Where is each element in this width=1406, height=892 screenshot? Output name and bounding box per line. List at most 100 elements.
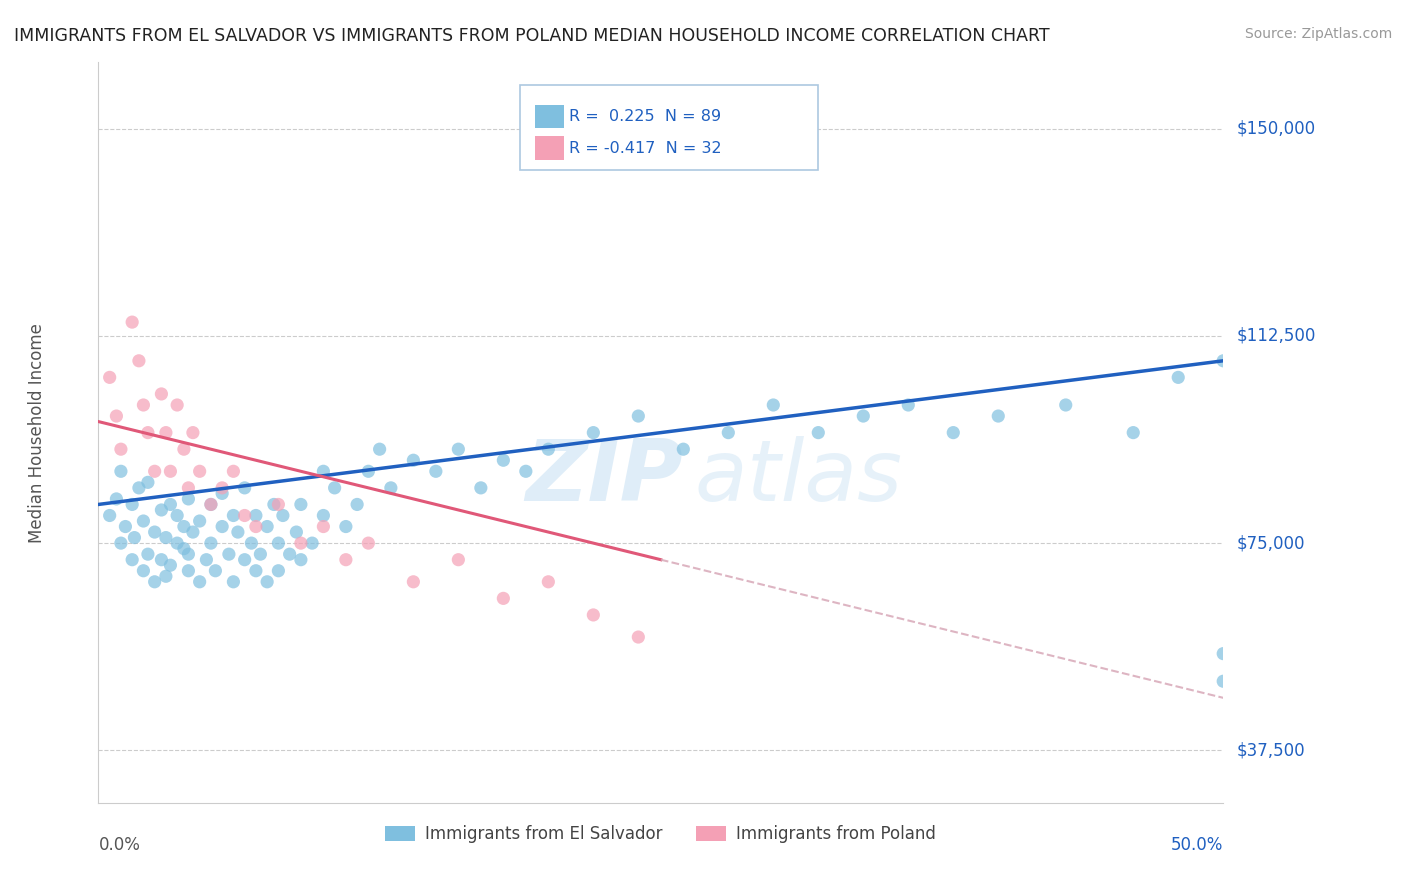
Point <box>136 547 159 561</box>
Point <box>672 442 695 457</box>
Point <box>447 552 470 566</box>
Point <box>447 442 470 457</box>
Point <box>159 558 181 573</box>
Point <box>245 508 267 523</box>
Point <box>200 498 222 512</box>
Point <box>159 498 181 512</box>
Point <box>1122 425 1144 440</box>
Point <box>290 536 312 550</box>
Point <box>188 514 211 528</box>
Point <box>211 519 233 533</box>
Point <box>124 531 146 545</box>
Point <box>233 552 256 566</box>
Point <box>278 547 301 561</box>
Point <box>177 564 200 578</box>
Point <box>132 398 155 412</box>
Text: 50.0%: 50.0% <box>1171 836 1223 855</box>
Point <box>515 464 537 478</box>
Point <box>267 564 290 578</box>
Point <box>285 524 308 539</box>
Point <box>1054 398 1077 412</box>
Point <box>233 508 256 523</box>
Text: 0.0%: 0.0% <box>98 836 141 855</box>
Point <box>121 498 143 512</box>
Point <box>357 464 380 478</box>
Point <box>271 508 294 523</box>
Point <box>233 481 256 495</box>
Point <box>312 464 335 478</box>
Point <box>98 508 121 523</box>
Point <box>188 464 211 478</box>
Point <box>807 425 830 440</box>
Text: Source: ZipAtlas.com: Source: ZipAtlas.com <box>1244 27 1392 41</box>
Point <box>200 536 222 550</box>
Text: $150,000: $150,000 <box>1237 120 1316 137</box>
Point <box>380 481 402 495</box>
Point <box>110 442 132 457</box>
FancyBboxPatch shape <box>534 104 564 128</box>
Point <box>159 464 181 478</box>
Point <box>188 574 211 589</box>
Point <box>105 491 128 506</box>
Point <box>155 425 177 440</box>
Point <box>402 453 425 467</box>
FancyBboxPatch shape <box>534 136 564 161</box>
Point <box>155 569 177 583</box>
Point <box>166 398 188 412</box>
Text: $75,000: $75,000 <box>1237 534 1306 552</box>
Point <box>402 574 425 589</box>
Point <box>222 464 245 478</box>
Point <box>897 398 920 412</box>
Text: $37,500: $37,500 <box>1237 741 1306 759</box>
Text: Median Household Income: Median Household Income <box>28 323 45 542</box>
Point <box>346 498 368 512</box>
Point <box>150 552 173 566</box>
Point <box>1167 370 1189 384</box>
Text: R = -0.417  N = 32: R = -0.417 N = 32 <box>568 141 721 156</box>
Point <box>166 508 188 523</box>
Point <box>852 409 875 423</box>
Point <box>222 508 245 523</box>
Point <box>173 442 195 457</box>
Point <box>173 541 195 556</box>
Point <box>627 630 650 644</box>
Point <box>143 464 166 478</box>
Point <box>537 442 560 457</box>
Point <box>267 498 290 512</box>
Point <box>222 574 245 589</box>
Point <box>357 536 380 550</box>
Point <box>110 464 132 478</box>
Point <box>245 564 267 578</box>
Point <box>256 574 278 589</box>
Point <box>200 498 222 512</box>
Point <box>110 536 132 550</box>
Point <box>762 398 785 412</box>
Point <box>150 387 173 401</box>
Point <box>177 491 200 506</box>
Point <box>245 519 267 533</box>
FancyBboxPatch shape <box>520 85 818 169</box>
Text: $112,500: $112,500 <box>1237 327 1316 345</box>
Point <box>425 464 447 478</box>
Point <box>492 453 515 467</box>
Point <box>942 425 965 440</box>
Text: ZIP: ZIP <box>526 435 683 518</box>
Text: atlas: atlas <box>695 435 903 518</box>
Point <box>240 536 263 550</box>
Point <box>1212 674 1234 689</box>
Point <box>492 591 515 606</box>
Point <box>263 498 285 512</box>
Point <box>98 370 121 384</box>
Text: R =  0.225  N = 89: R = 0.225 N = 89 <box>568 109 721 124</box>
Point <box>143 574 166 589</box>
Point <box>582 607 605 622</box>
Point <box>717 425 740 440</box>
Point <box>335 552 357 566</box>
Point <box>226 524 249 539</box>
Point <box>166 536 188 550</box>
Point <box>132 514 155 528</box>
Point <box>204 564 226 578</box>
Point <box>627 409 650 423</box>
Legend: Immigrants from El Salvador, Immigrants from Poland: Immigrants from El Salvador, Immigrants … <box>378 819 943 850</box>
Point <box>1212 647 1234 661</box>
